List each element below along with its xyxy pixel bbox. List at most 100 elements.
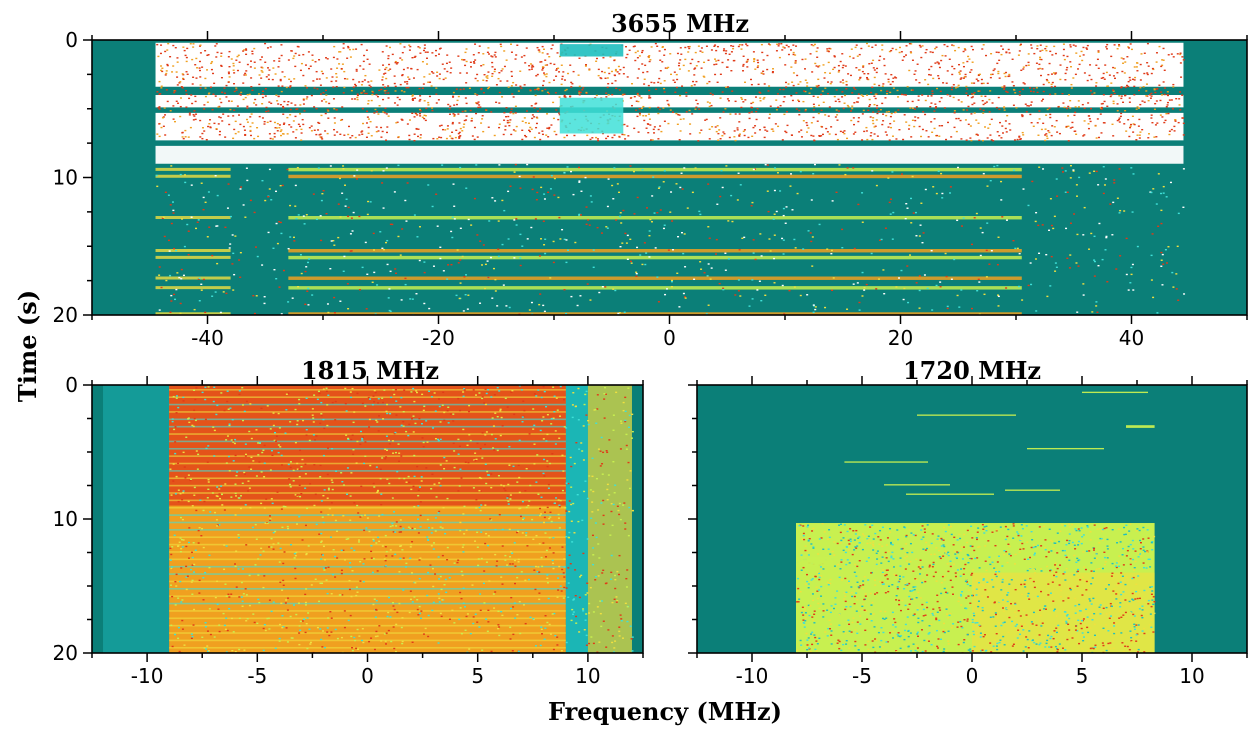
intensity-speckle-3655 [929, 74, 932, 76]
intensity-speckle-3655 [399, 83, 402, 86]
intensity-speckle-3655 [555, 133, 558, 136]
intensity-speckle-3655 [523, 117, 526, 119]
intensity-speckle-1815 [310, 584, 313, 586]
intensity-speckle-1815 [401, 617, 404, 619]
intensity-speckle-3655 [188, 114, 191, 116]
intensity-speckle-1815 [428, 527, 431, 529]
intensity-speckle-3655 [519, 233, 522, 236]
intensity-speckle-3655 [546, 127, 549, 129]
y-tick-label-3655: 20 [53, 303, 78, 327]
intensity-speckle-3655 [1132, 173, 1135, 175]
intensity-speckle-3655 [408, 44, 411, 46]
intensity-speckle-3655 [941, 54, 944, 57]
intensity-speckle-1815 [299, 620, 302, 623]
intensity-speckle-3655 [582, 87, 585, 89]
intensity-speckle-3655 [826, 131, 829, 133]
intensity-speckle-3655 [815, 85, 818, 87]
intensity-speckle-3655 [1051, 125, 1054, 127]
intensity-speckle-3655 [871, 119, 874, 122]
intensity-speckle-1815 [268, 546, 271, 548]
intensity-speckle-3655 [363, 90, 366, 92]
intensity-speckle-3655 [803, 90, 806, 92]
intensity-speckle-3655 [951, 65, 954, 68]
intensity-speckle-3655 [232, 137, 235, 140]
intensity-speckle-1815 [232, 441, 235, 443]
intensity-speckle-3655 [508, 306, 511, 309]
intensity-speckle-3655 [653, 126, 656, 128]
intensity-speckle-3655 [889, 213, 892, 215]
intensity-speckle-3655 [600, 77, 603, 80]
intensity-speckle-3655 [1073, 213, 1076, 215]
intensity-speckle-3655 [260, 70, 263, 72]
intensity-speckle-3655 [487, 126, 490, 128]
intensity-speckle-3655 [633, 127, 636, 130]
intensity-speckle-3655 [320, 199, 323, 202]
intensity-speckle-1815 [322, 521, 325, 524]
intensity-band-3655 [288, 167, 1022, 172]
intensity-speckle-3655 [619, 215, 622, 218]
intensity-speckle-1815 [221, 493, 224, 496]
intensity-speckle-1815 [197, 542, 200, 544]
intensity-speckle-3655 [265, 110, 268, 113]
intensity-speckle-3655 [793, 238, 796, 241]
intensity-speckle-1815 [329, 536, 332, 538]
intensity-speckle-3655 [804, 90, 807, 93]
intensity-speckle-1815 [200, 535, 203, 537]
intensity-speckle-3655 [1180, 76, 1183, 78]
intensity-speckle-3655 [781, 284, 784, 287]
intensity-speckle-1815 [604, 386, 607, 389]
intensity-speckle-1815 [569, 563, 572, 565]
intensity-speckle-1815 [182, 396, 185, 399]
intensity-speckle-1815 [191, 635, 194, 638]
intensity-speckle-3655 [873, 103, 876, 106]
intensity-speckle-3655 [336, 58, 339, 60]
intensity-speckle-1815 [285, 393, 288, 395]
intensity-speckle-3655 [498, 102, 501, 104]
intensity-speckle-3655 [185, 60, 188, 63]
intensity-speckle-3655 [567, 72, 570, 75]
intensity-speckle-3655 [772, 130, 775, 132]
intensity-speckle-3655 [843, 130, 846, 132]
intensity-speckle-3655 [268, 69, 271, 71]
intensity-speckle-3655 [252, 295, 255, 297]
intensity-speckle-1815 [421, 393, 424, 396]
intensity-speckle-1815 [181, 499, 184, 501]
intensity-speckle-3655 [691, 191, 694, 194]
intensity-speckle-3655 [914, 116, 917, 118]
intensity-speckle-3655 [322, 190, 325, 192]
intensity-speckle-3655 [775, 99, 778, 101]
intensity-speckle-3655 [697, 45, 700, 47]
intensity-speckle-3655 [197, 219, 200, 221]
intensity-speckle-3655 [158, 123, 161, 125]
intensity-speckle-1815 [484, 542, 487, 545]
intensity-speckle-3655 [605, 226, 608, 228]
intensity-speckle-3655 [800, 136, 803, 138]
intensity-speckle-1815 [298, 475, 301, 478]
intensity-speckle-3655 [258, 83, 261, 86]
intensity-speckle-1815 [441, 554, 444, 557]
x-tick-label-3655: 20 [888, 326, 913, 350]
intensity-speckle-1815 [614, 640, 617, 642]
intensity-speckle-1815 [383, 633, 386, 635]
intensity-speckle-1815 [171, 566, 174, 568]
intensity-speckle-3655 [1175, 273, 1178, 275]
intensity-speckle-3655 [393, 82, 396, 85]
intensity-speckle-3655 [510, 85, 513, 87]
intensity-speckle-3655 [249, 199, 252, 202]
intensity-speckle-3655 [1056, 195, 1059, 197]
intensity-band-3655 [288, 312, 1022, 315]
intensity-speckle-3655 [648, 55, 651, 57]
intensity-speckle-1815 [411, 540, 414, 543]
intensity-speckle-3655 [387, 115, 390, 117]
intensity-speckle-3655 [650, 46, 653, 48]
intensity-speckle-3655 [635, 272, 638, 275]
intensity-speckle-3655 [861, 192, 864, 194]
intensity-speckle-3655 [370, 80, 373, 82]
intensity-speckle-3655 [179, 302, 182, 305]
intensity-speckle-1815 [198, 526, 201, 529]
intensity-speckle-3655 [1157, 225, 1160, 227]
intensity-speckle-3655 [541, 133, 544, 136]
intensity-speckle-1815 [620, 620, 623, 622]
intensity-speckle-1815 [188, 421, 191, 424]
